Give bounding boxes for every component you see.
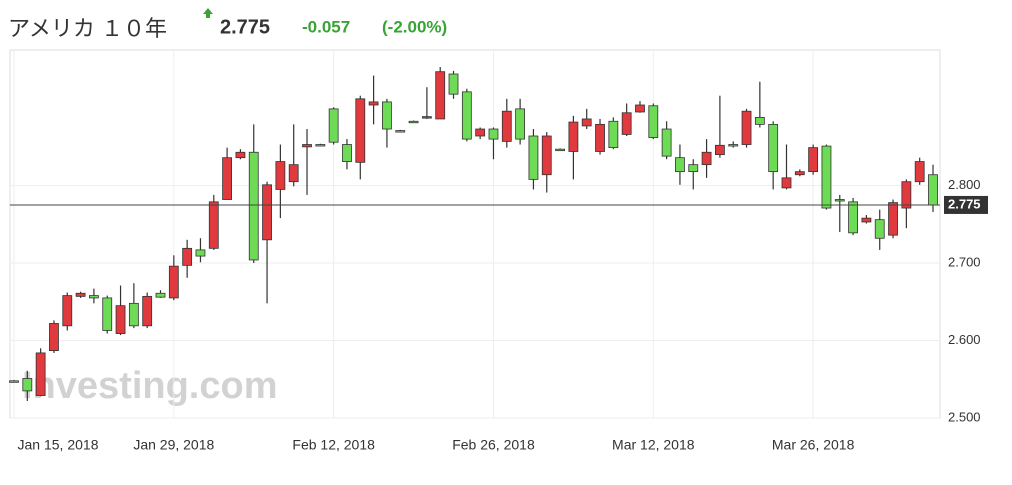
candle-body <box>861 217 872 223</box>
candle-body <box>222 157 233 200</box>
candle-body <box>808 147 819 173</box>
x-tick-label: Jan 29, 2018 <box>133 437 214 453</box>
candle-body <box>155 292 166 298</box>
price-change-pct: (-2.00%) <box>382 17 447 36</box>
plot-frame <box>9 49 941 419</box>
last-price-label: 2.775 <box>948 196 981 211</box>
candle-body <box>555 148 565 152</box>
candle-body <box>608 120 619 149</box>
candle-body <box>208 201 219 249</box>
x-tick-label: Mar 26, 2018 <box>772 437 855 453</box>
candle-body <box>714 144 725 155</box>
candle-body <box>661 128 672 157</box>
candle-body <box>901 181 912 209</box>
candle-body <box>195 249 206 257</box>
candle-body <box>928 174 938 206</box>
candle-body <box>342 144 352 162</box>
x-tick-label: Feb 26, 2018 <box>452 437 535 453</box>
candle-body <box>834 199 845 202</box>
candle-body <box>648 105 659 138</box>
x-tick-label: Mar 12, 2018 <box>612 437 695 453</box>
candle-body <box>262 184 272 241</box>
candle-body <box>89 295 99 299</box>
candle-body <box>675 157 685 173</box>
candle-body <box>368 101 379 106</box>
x-tick-label: Jan 15, 2018 <box>18 437 99 453</box>
candle-body <box>501 110 512 142</box>
y-tick-label: 2.700 <box>948 254 981 269</box>
candle-body <box>382 101 392 130</box>
last-price: 2.775 <box>220 16 270 38</box>
y-tick-label: 2.500 <box>948 409 981 424</box>
candle-body <box>9 380 19 383</box>
candle-body <box>395 130 406 133</box>
candle-body <box>821 145 832 209</box>
last-price-box <box>944 195 988 214</box>
candle-body <box>35 352 46 396</box>
candle-body <box>421 116 432 119</box>
down-arrow <box>203 8 213 18</box>
candle-body <box>754 117 765 125</box>
candle-body <box>182 247 193 266</box>
y-tick-label: 2.600 <box>948 332 981 347</box>
candle-body <box>688 164 699 173</box>
candle-body <box>515 108 526 140</box>
candle-body <box>635 104 645 113</box>
candle-body <box>888 202 898 236</box>
candle-body <box>142 295 153 327</box>
candle-body <box>288 164 299 183</box>
candle-body <box>781 177 792 189</box>
candle-body <box>22 378 33 392</box>
candle-body <box>408 120 419 124</box>
candle-body <box>62 295 73 327</box>
candle-body <box>528 135 539 180</box>
candle-body <box>794 171 805 176</box>
candle-body <box>315 144 326 147</box>
candle-body <box>102 297 113 331</box>
candle-body <box>461 91 472 140</box>
candle-body <box>235 151 246 159</box>
candle-body <box>435 71 446 120</box>
price-change: -0.057 <box>302 17 350 36</box>
candle-body <box>741 110 752 145</box>
candle-body <box>541 135 552 176</box>
candle-body <box>49 323 59 351</box>
candle-body <box>914 161 925 183</box>
candle-body <box>115 305 126 334</box>
candle-body <box>128 302 139 327</box>
candle-body <box>302 144 312 148</box>
x-tick-label: Feb 12, 2018 <box>292 437 375 453</box>
candle-body <box>568 121 579 152</box>
candle-body <box>488 128 499 140</box>
instrument-title: アメリカ １０年 <box>8 16 167 41</box>
candle-body <box>874 219 885 239</box>
candle-body <box>75 292 86 297</box>
candle-body <box>448 73 459 95</box>
y-tick-label: 2.800 <box>948 177 981 192</box>
candle-body <box>848 201 858 234</box>
candle-body <box>248 151 259 261</box>
candle-body <box>621 112 632 135</box>
candle-body <box>275 161 286 190</box>
candle-body <box>328 108 339 143</box>
candle-body <box>595 123 605 152</box>
candle-body <box>728 144 739 147</box>
candle-body <box>581 118 592 127</box>
candle-body <box>475 128 486 137</box>
candle-body <box>701 151 712 166</box>
watermark: Investing.com <box>22 365 278 407</box>
candle-body <box>355 98 366 163</box>
candle-body <box>168 265 179 299</box>
candle-body <box>768 123 779 173</box>
